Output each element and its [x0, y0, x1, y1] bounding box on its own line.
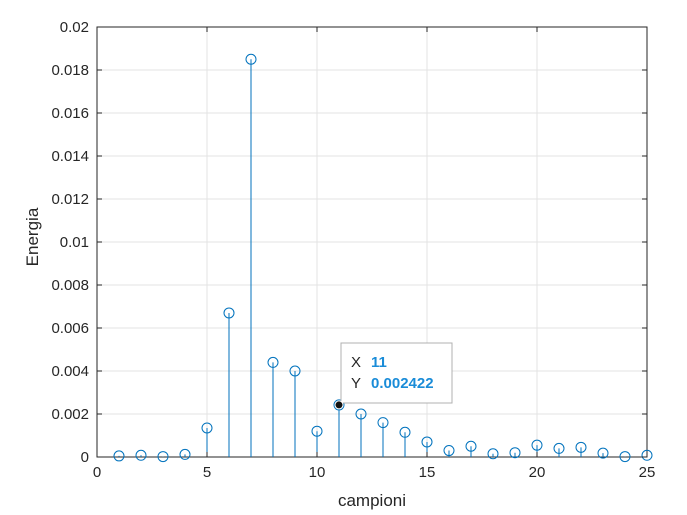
stem-marker[interactable]	[421, 436, 433, 448]
stem-marker[interactable]	[619, 451, 631, 463]
y-axis-ticks: 0 0.002 0.004 0.006 0.008 0.01 0.012 0.014 0.016…	[51, 19, 647, 466]
stem-marker[interactable]	[113, 450, 125, 462]
stem-marker[interactable]	[509, 447, 521, 459]
y-tick-label: 0.016	[51, 105, 89, 122]
x-tick-label: 0	[93, 464, 101, 481]
stem-series	[113, 53, 653, 463]
y-tick-label: 0	[81, 449, 89, 466]
y-tick-label: 0.02	[60, 19, 89, 36]
y-tick-label: 0.002	[51, 406, 89, 423]
x-tick-label: 20	[529, 464, 546, 481]
datatip-marker[interactable]	[334, 400, 344, 410]
y-tick-label: 0.008	[51, 277, 89, 294]
stem-marker[interactable]	[531, 439, 543, 451]
datatip-box	[340, 342, 453, 404]
stem-marker[interactable]	[135, 449, 147, 461]
x-axis-ticks: 0 5 10 15 20 25	[93, 27, 656, 481]
stem-marker[interactable]	[157, 451, 169, 463]
y-tick-label: 0.018	[51, 62, 89, 79]
stem-marker[interactable]	[465, 440, 477, 452]
y-tick-label: 0.004	[51, 363, 89, 380]
stem-marker[interactable]	[443, 445, 455, 457]
stem-marker[interactable]	[399, 426, 411, 438]
y-tick-label: 0.006	[51, 320, 89, 337]
grid-lines	[96, 26, 648, 458]
stem-marker[interactable]	[223, 307, 235, 319]
stem-marker[interactable]	[333, 399, 345, 411]
stem-marker[interactable]	[553, 442, 565, 454]
stem-marker[interactable]	[377, 417, 389, 429]
stem-marker[interactable]	[267, 356, 279, 368]
stem-marker[interactable]	[487, 448, 499, 460]
x-tick-label: 25	[639, 464, 656, 481]
y-tick-label: 0.012	[51, 191, 89, 208]
datatip-x-value: 11	[371, 354, 387, 371]
stem-marker[interactable]	[311, 425, 323, 437]
datatip-y-value: 0.002422	[371, 375, 434, 392]
x-tick-label: 5	[203, 464, 211, 481]
stem-marker[interactable]	[289, 365, 301, 377]
stem-marker[interactable]	[355, 408, 367, 420]
stem-marker[interactable]	[179, 448, 191, 460]
stem-marker[interactable]	[201, 422, 213, 434]
datatip-y-label: Y	[351, 375, 361, 392]
stem-marker[interactable]	[597, 447, 609, 459]
stem-marker[interactable]	[641, 449, 653, 461]
y-tick-label: 0.01	[60, 234, 89, 251]
y-tick-label: 0.014	[51, 148, 89, 165]
datatip-x-label: X	[351, 354, 361, 371]
x-tick-label: 15	[419, 464, 436, 481]
stem-marker[interactable]	[245, 53, 257, 65]
y-axis-label: Energia	[23, 207, 42, 266]
x-axis-label: campioni	[338, 491, 406, 510]
stem-marker[interactable]	[575, 441, 587, 453]
x-tick-label: 10	[309, 464, 326, 481]
datatip[interactable]: X 11 Y 0.002422	[334, 342, 453, 410]
